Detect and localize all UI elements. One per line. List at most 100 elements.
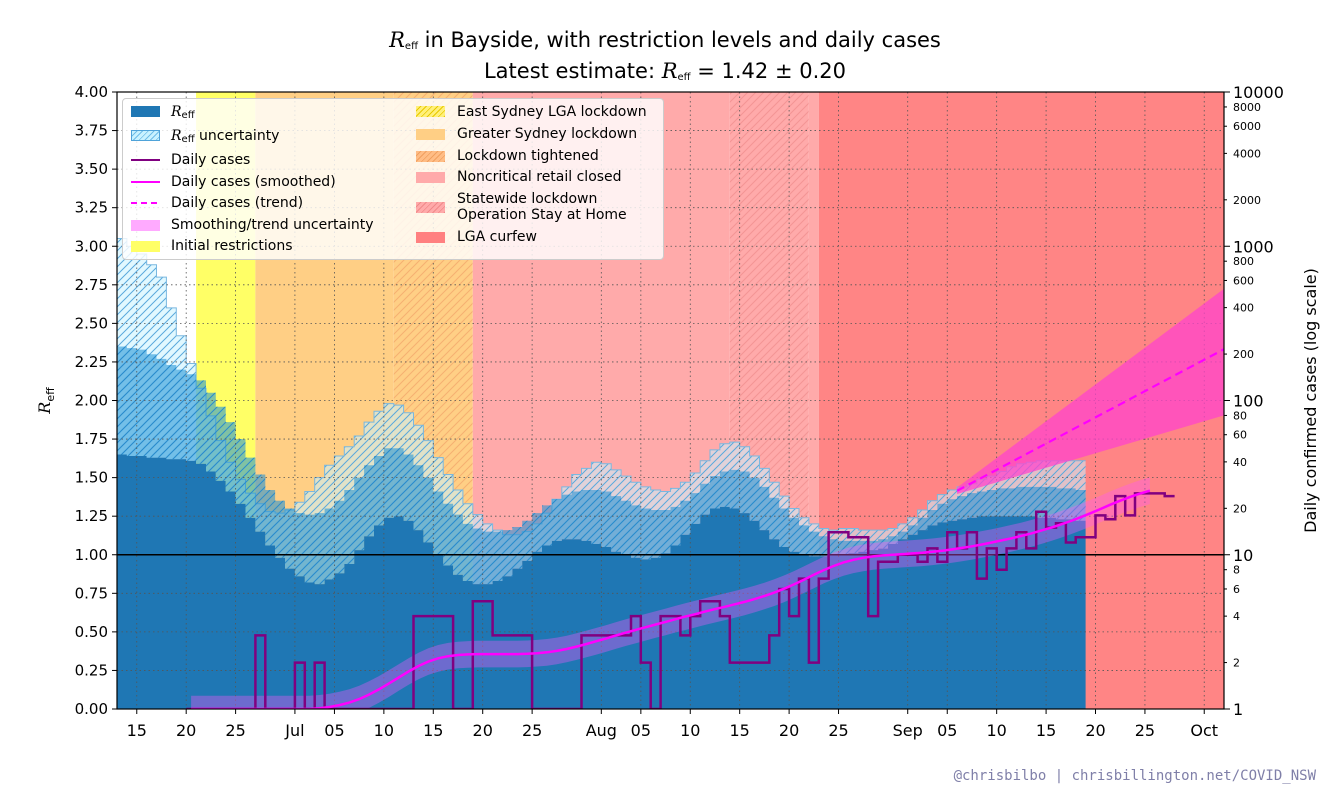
y-left-tick-label-2.00: 2.00	[75, 392, 108, 410]
y-right-minor-label-800: 800	[1233, 255, 1254, 268]
y-right-minor-label-400: 400	[1233, 302, 1254, 315]
y-right-major-label-1000: 1000	[1233, 237, 1274, 256]
x-tick-label-2021-08-15: 15	[730, 721, 750, 740]
y-right-minor-label-6000: 6000	[1233, 120, 1261, 133]
legend-label-initial: Initial restrictions	[171, 238, 293, 254]
legend-label-reff: Reff	[171, 104, 195, 121]
x-tick-label-2021-08-01: Aug	[586, 721, 617, 740]
y-right-minor-label-600: 600	[1233, 274, 1254, 287]
x-tick-label-2021-09-10: 10	[986, 721, 1006, 740]
y-right-minor-label-8: 8	[1233, 564, 1240, 577]
y-left-tick-label-2.50: 2.50	[75, 314, 108, 332]
legend-swatch-statewide	[416, 202, 445, 213]
smoothing-uncertainty-band	[191, 477, 1150, 709]
y-left-tick-label-1.25: 1.25	[75, 507, 108, 525]
legend-label-noncritical: Noncritical retail closed	[457, 169, 622, 185]
x-tick-label-2021-07-20: 20	[473, 721, 493, 740]
legend-swatch-reff	[131, 106, 160, 117]
legend-swatch-noncritical	[416, 172, 445, 183]
reff-inner-hatch	[117, 346, 1086, 585]
x-tick-label-2021-09-01: Sep	[893, 721, 923, 740]
y-right-minor-label-80: 80	[1233, 409, 1247, 422]
x-tick-label-2021-07-15: 15	[423, 721, 443, 740]
legend: Reff Reff uncertainty Daily cases Daily …	[122, 98, 664, 260]
x-tick-label-2021-07-05: 05	[324, 721, 344, 740]
trend-cases-line	[956, 348, 1224, 492]
restriction-band-noncritical-6	[808, 92, 819, 709]
x-tick-label-2021-08-10: 10	[680, 721, 700, 740]
y-left-tick-label-0.50: 0.50	[75, 623, 108, 641]
chart-title-line1: Reff in Bayside, with restriction levels…	[0, 28, 1330, 52]
y-left-axis-label-sub: eff	[44, 387, 57, 402]
y-right-minor-label-2000: 2000	[1233, 194, 1261, 207]
legend-swatch-greater-sydney	[416, 129, 445, 140]
y-right-minor-label-8000: 8000	[1233, 101, 1261, 114]
y-right-minor-label-40: 40	[1233, 456, 1247, 469]
legend-swatch-tightened	[416, 151, 445, 162]
y-right-minor-label-60: 60	[1233, 429, 1247, 442]
x-tick-label-2021-08-05: 05	[631, 721, 651, 740]
y-left-tick-label-1.50: 1.50	[75, 469, 108, 487]
x-tick-label-2021-07-10: 10	[374, 721, 394, 740]
credit-text: @chrisbilbo | chrisbillington.net/COVID_…	[953, 768, 1316, 784]
x-tick-label-2021-07-01: Jul	[284, 721, 304, 740]
legend-label-statewide: Statewide lockdown Operation Stay at Home	[457, 191, 627, 223]
y-right-major-label-10000: 10000	[1233, 83, 1284, 102]
title-r-subscript: eff	[404, 41, 418, 52]
y-left-tick-label-0.75: 0.75	[75, 584, 108, 602]
y-left-tick-label-0.25: 0.25	[75, 661, 108, 679]
legend-swatch-curfew	[416, 232, 445, 243]
y-left-tick-label-2.25: 2.25	[75, 353, 108, 371]
legend-swatch-initial	[131, 241, 160, 252]
y-right-minor-label-200: 200	[1233, 348, 1254, 361]
x-tick-label-2021-06-15: 15	[127, 721, 147, 740]
y-right-minor-label-4: 4	[1233, 610, 1240, 623]
y-right-axis-label: Daily confirmed cases (log scale)	[1301, 268, 1320, 533]
x-tick-label-2021-09-20: 20	[1085, 721, 1105, 740]
legend-label-daily-cases: Daily cases	[171, 152, 251, 168]
y-right-major-label-100: 100	[1233, 392, 1264, 411]
daily-cases-line	[186, 492, 1175, 709]
legend-swatch-east-sydney	[416, 106, 445, 117]
x-tick-label-2021-06-25: 25	[225, 721, 245, 740]
y-right-major-label-10: 10	[1233, 546, 1253, 565]
x-tick-label-2021-10-01: Oct	[1190, 721, 1218, 740]
y-right-major-label-1: 1	[1233, 700, 1243, 719]
y-left-tick-label-1.00: 1.00	[75, 546, 108, 564]
y-right-minor-label-20: 20	[1233, 502, 1247, 515]
legend-label-greater-sydney: Greater Sydney lockdown	[457, 126, 638, 142]
y-right-minor-label-4000: 4000	[1233, 147, 1261, 160]
reff-solid-area	[117, 454, 1086, 709]
y-left-tick-label-1.75: 1.75	[75, 430, 108, 448]
estimate-r-symbol: R	[661, 59, 678, 83]
y-left-tick-label-4.00: 4.00	[75, 83, 108, 101]
legend-label-east-sydney: East Sydney LGA lockdown	[457, 104, 647, 120]
legend-label-curfew: LGA curfew	[457, 229, 537, 245]
y-right-minor-label-2: 2	[1233, 657, 1240, 670]
estimate-r-subscript: eff	[677, 72, 691, 83]
y-left-axis-label-main: R	[35, 402, 54, 415]
legend-label-uncertainty: Reff uncertainty	[171, 128, 280, 145]
legend-line-trend	[131, 202, 160, 204]
legend-label-smoothed: Daily cases (smoothed)	[171, 174, 336, 190]
x-tick-label-2021-09-25: 25	[1135, 721, 1155, 740]
legend-swatch-uncertainty	[131, 130, 160, 141]
x-tick-label-2021-08-25: 25	[828, 721, 848, 740]
estimate-prefix: Latest estimate:	[483, 59, 662, 83]
x-tick-label-2021-09-15: 15	[1036, 721, 1056, 740]
y-right-minor-label-6: 6	[1233, 583, 1240, 596]
legend-line-daily-cases	[131, 159, 160, 161]
legend-line-smoothed	[131, 181, 160, 183]
title-r-symbol: R	[389, 28, 405, 52]
legend-label-tightened: Lockdown tightened	[457, 148, 599, 164]
y-left-axis-label: Reff	[35, 387, 57, 415]
y-left-tick-label-3.00: 3.00	[75, 237, 108, 255]
estimate-value: = 1.42 ± 0.20	[690, 59, 846, 83]
legend-label-trend: Daily cases (trend)	[171, 195, 304, 211]
x-tick-label-2021-07-25: 25	[522, 721, 542, 740]
legend-label-smoothing-uncertainty: Smoothing/trend uncertainty	[171, 217, 374, 233]
y-left-tick-label-3.75: 3.75	[75, 122, 108, 140]
trend-uncertainty-band	[957, 288, 1224, 494]
x-tick-label-2021-09-05: 05	[937, 721, 957, 740]
smoothed-cases-line	[191, 489, 1151, 709]
